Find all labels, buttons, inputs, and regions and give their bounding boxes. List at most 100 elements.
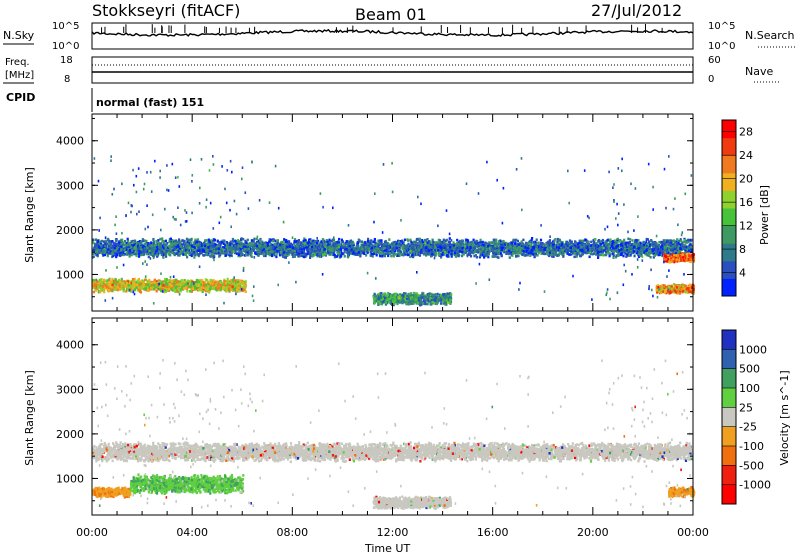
heatmap-cell bbox=[305, 246, 308, 249]
heatmap-cell bbox=[537, 245, 540, 249]
heatmap-cell bbox=[515, 255, 518, 258]
heatmap-cell bbox=[424, 239, 427, 242]
heatmap-cell bbox=[505, 250, 508, 254]
heatmap-cell bbox=[367, 249, 370, 253]
heatmap-cell bbox=[472, 241, 475, 244]
heatmap-cell bbox=[409, 255, 412, 258]
heatmap-cell bbox=[558, 252, 561, 255]
heatmap-cell bbox=[388, 238, 391, 241]
heatmap-cell bbox=[259, 239, 262, 242]
heatmap-cell bbox=[113, 245, 116, 248]
heatmap-cell bbox=[98, 247, 101, 250]
heatmap-cell bbox=[595, 253, 598, 256]
heatmap-cell bbox=[286, 245, 289, 249]
heatmap-cell bbox=[220, 241, 223, 244]
heatmap-cell bbox=[138, 250, 141, 253]
heatmap-cell bbox=[171, 251, 174, 255]
heatmap-cell bbox=[559, 240, 562, 244]
heatmap-cell bbox=[500, 244, 503, 248]
heatmap-cell bbox=[112, 241, 115, 245]
heatmap-cell bbox=[354, 247, 357, 250]
heatmap-cell bbox=[240, 237, 243, 240]
heatmap-cell bbox=[429, 242, 432, 246]
heatmap-cell bbox=[157, 247, 160, 251]
heatmap-cell bbox=[434, 252, 437, 255]
heatmap-cell bbox=[337, 243, 340, 246]
heatmap-cell bbox=[414, 240, 417, 244]
heatmap-cell bbox=[648, 244, 651, 247]
heatmap-cell bbox=[392, 254, 395, 258]
heatmap-cell bbox=[126, 237, 129, 241]
heatmap-cell bbox=[204, 247, 207, 250]
heatmap-cell bbox=[597, 256, 600, 259]
heatmap-cell bbox=[165, 255, 168, 258]
heatmap-cell bbox=[184, 241, 187, 245]
heatmap-cell bbox=[351, 252, 354, 255]
heatmap-cell bbox=[249, 254, 252, 257]
heatmap-cell bbox=[629, 238, 632, 241]
heatmap-cell bbox=[457, 254, 460, 258]
heatmap-cell bbox=[254, 252, 257, 255]
heatmap-cell bbox=[192, 248, 195, 252]
heatmap-cell bbox=[238, 240, 241, 244]
heatmap-cell bbox=[306, 248, 309, 252]
heatmap-cell bbox=[155, 243, 159, 246]
heatmap-cell bbox=[205, 251, 208, 254]
heatmap-cell bbox=[487, 255, 490, 259]
heatmap-cell bbox=[122, 253, 125, 257]
heatmap-cell bbox=[276, 239, 279, 242]
heatmap-cell bbox=[362, 241, 365, 245]
heatmap-cell bbox=[401, 244, 404, 248]
heatmap-cell bbox=[331, 253, 334, 257]
heatmap-cell bbox=[604, 243, 608, 247]
heatmap-cell bbox=[568, 239, 572, 242]
nave-tick-low: 0 bbox=[708, 74, 714, 85]
heatmap-cell bbox=[365, 254, 368, 257]
heatmap-cell bbox=[323, 241, 326, 244]
frequency-strip: Freq. [MHz] 18 8 60 0 Nave bbox=[3, 55, 780, 85]
heatmap-cell bbox=[336, 251, 339, 254]
heatmap-cell bbox=[531, 237, 534, 240]
heatmap-cell bbox=[515, 248, 518, 251]
heatmap-cell bbox=[284, 240, 287, 244]
heatmap-cell bbox=[288, 240, 291, 243]
heatmap-cell bbox=[263, 254, 266, 258]
heatmap-cell bbox=[495, 252, 498, 255]
heatmap-cell bbox=[187, 238, 190, 242]
heatmap-cell bbox=[511, 248, 514, 252]
heatmap-cell bbox=[203, 254, 206, 257]
heatmap-cell bbox=[464, 243, 467, 247]
heatmap-cell bbox=[685, 239, 688, 243]
heatmap-cell bbox=[293, 240, 296, 243]
heatmap-cell bbox=[96, 248, 99, 252]
heatmap-cell bbox=[156, 255, 159, 258]
heatmap-cell bbox=[629, 244, 632, 248]
heatmap-cell bbox=[670, 241, 673, 245]
heatmap-cell bbox=[584, 238, 587, 241]
heatmap-cell bbox=[664, 248, 667, 252]
heatmap-cell bbox=[235, 248, 238, 252]
heatmap-cell bbox=[660, 240, 663, 244]
heatmap-cell bbox=[550, 253, 553, 257]
heatmap-cell bbox=[238, 253, 241, 256]
heatmap-cell bbox=[690, 245, 693, 249]
heatmap-cell bbox=[328, 238, 331, 242]
heatmap-cell bbox=[492, 238, 495, 242]
heatmap-cell bbox=[426, 241, 429, 244]
heatmap-cell bbox=[517, 254, 520, 258]
noise-tick-low-right: 10^0 bbox=[708, 41, 735, 52]
heatmap-cell bbox=[362, 244, 365, 247]
heatmap-cell bbox=[522, 238, 525, 242]
heatmap-cell bbox=[421, 245, 424, 249]
heatmap-cell bbox=[621, 240, 624, 243]
heatmap-cell bbox=[404, 251, 407, 254]
heatmap-cell bbox=[601, 253, 604, 257]
heatmap-cell bbox=[615, 245, 618, 249]
heatmap-cell bbox=[190, 254, 193, 258]
heatmap-cell bbox=[627, 250, 631, 254]
heatmap-cell bbox=[379, 254, 382, 258]
heatmap-cell bbox=[439, 249, 442, 253]
heatmap-cell bbox=[548, 248, 551, 251]
heatmap-cell bbox=[289, 250, 292, 254]
